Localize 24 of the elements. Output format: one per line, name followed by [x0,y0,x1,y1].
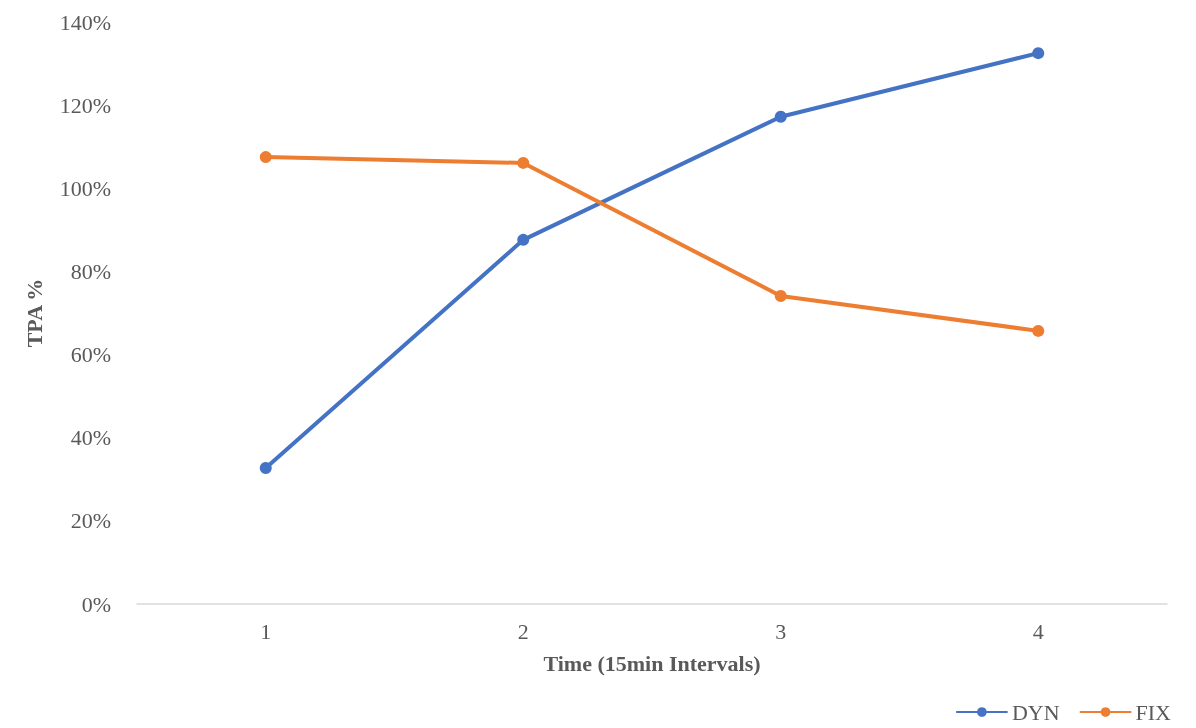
y-tick-label: 0% [81,591,111,617]
point [517,156,530,169]
legend-label: DYN [1011,699,1060,725]
x-tick-label: 2 [517,618,529,644]
y-tick-label: 20% [70,508,111,534]
point [774,110,787,123]
y-tick-label: 120% [59,92,111,118]
y-tick-label: 60% [70,342,111,368]
point [774,289,787,302]
y-tick-label: 140% [59,9,111,35]
point [259,151,272,164]
point [1032,324,1045,337]
point [517,233,530,246]
y-tick-label: 80% [70,258,111,284]
y-tick-label: 100% [59,175,111,201]
x-axis-title: Time (15min Intervals) [543,650,761,676]
x-tick-label: 4 [1032,618,1044,644]
y-tick-label: 40% [70,425,111,451]
x-tick-label: 1 [260,618,272,644]
legend-label: FIX [1135,699,1172,725]
x-tick-label: 3 [775,618,787,644]
y-axis-title: TPA % [21,278,47,348]
point [1032,47,1045,60]
point [259,462,272,475]
